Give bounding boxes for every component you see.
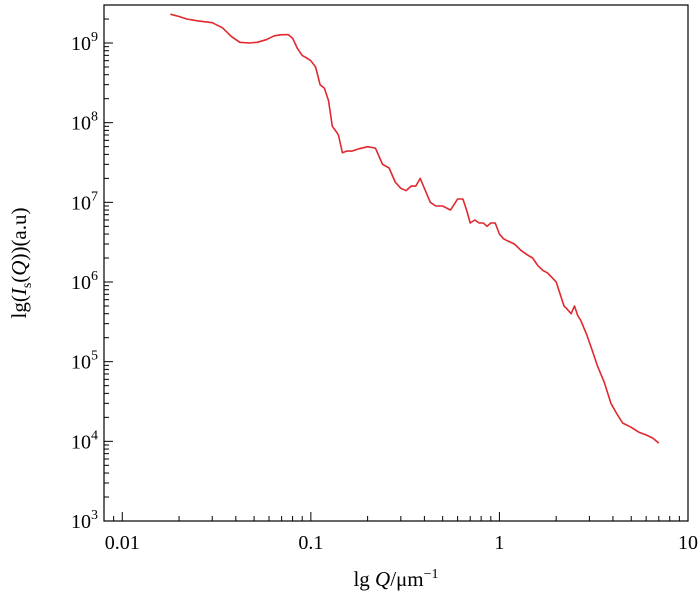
x-tick-label: 0.1: [298, 532, 323, 554]
x-axis-label-suffix: /μm: [390, 567, 423, 591]
y-tick-label: 108: [71, 110, 98, 135]
y-axis: 103 104 105 106 107 108 109: [71, 4, 113, 533]
plot-frame: [103, 4, 689, 522]
x-axis-label-superscript: −1: [424, 567, 439, 582]
y-axis-label-subscript: s: [20, 283, 35, 288]
x-tick-label: 1: [494, 532, 504, 554]
y-axis-label: lg(Is(Q))(a.u): [7, 207, 35, 318]
y-axis-label-suffix: ))(a.u): [7, 207, 31, 260]
y-axis-label-variable: I: [7, 287, 31, 296]
x-axis-label-prefix: lg: [353, 567, 375, 591]
x-tick-label: 0.01: [105, 532, 140, 554]
y-tick-label: 109: [71, 30, 98, 55]
series-line-1: [170, 13, 660, 444]
data-series: [170, 13, 660, 444]
y-axis-label-open-paren: (: [7, 276, 31, 283]
x-axis-label: lg Q/μm−1: [353, 567, 438, 591]
y-tick-label: 107: [71, 189, 98, 214]
x-tick-label: 10: [678, 532, 698, 554]
y-tick-label: 106: [71, 269, 98, 294]
x-axis: 0.01 0.1 1 10: [103, 512, 698, 554]
y-axis-label-argument: Q: [7, 261, 31, 276]
y-tick-label: 103: [71, 508, 98, 533]
x-axis-label-variable: Q: [375, 567, 390, 591]
y-tick-label: 104: [71, 428, 98, 453]
y-axis-label-prefix: lg(: [7, 295, 31, 318]
y-tick-label: 105: [71, 349, 98, 374]
